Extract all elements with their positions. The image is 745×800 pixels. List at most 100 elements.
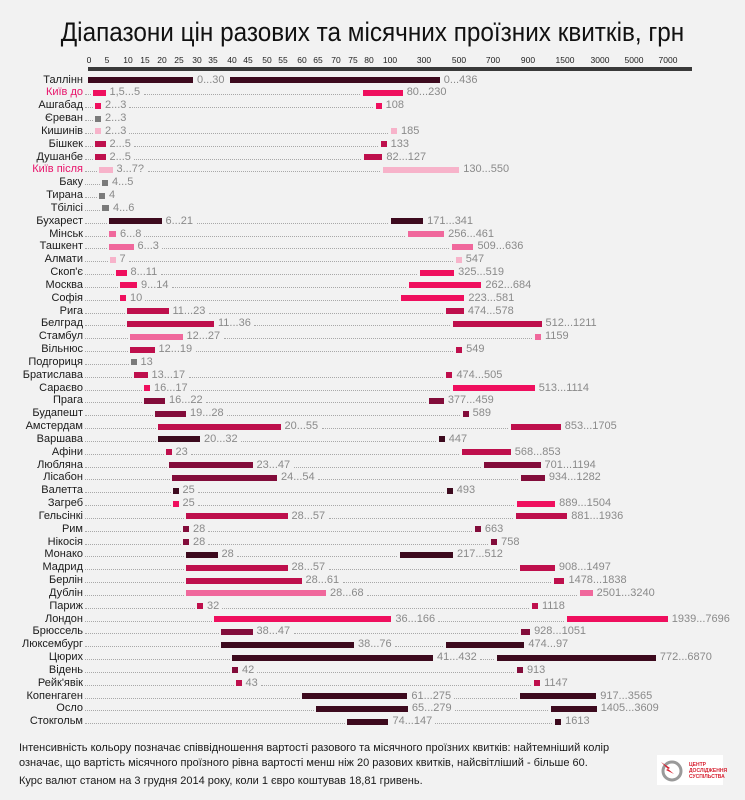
dotted-leader bbox=[198, 492, 444, 494]
monthly-pass-range-label: 493 bbox=[456, 484, 476, 497]
chart-row: Брюссель 38...47 928...1051 bbox=[0, 625, 745, 638]
x-tick-label: 70 bbox=[331, 55, 341, 65]
single-ticket-range-label: 28 bbox=[221, 548, 234, 561]
chart-row: Афіни 23 568...853 bbox=[0, 446, 745, 459]
dotted-leader bbox=[85, 594, 184, 596]
monthly-pass-range-label: 474...97 bbox=[528, 638, 569, 651]
single-ticket-bar bbox=[235, 680, 242, 687]
dotted-leader bbox=[85, 94, 92, 96]
city-name: Лісабон bbox=[43, 471, 83, 484]
city-name: Алмати bbox=[44, 253, 83, 266]
monthly-pass-range-label: 256...461 bbox=[448, 227, 495, 240]
monthly-pass-range-label: 1147 bbox=[544, 676, 568, 689]
monthly-pass-range-label: 513...1114 bbox=[538, 381, 590, 394]
dotted-leader bbox=[85, 120, 93, 121]
single-ticket-range-label: 28...57 bbox=[291, 561, 326, 574]
dotted-leader bbox=[85, 299, 118, 301]
city-name: Амстердам bbox=[25, 420, 83, 433]
x-tick-label: 5000 bbox=[624, 55, 644, 65]
chart-row: Бухарест 6...21 171...341 bbox=[0, 215, 745, 228]
monthly-pass-range-label: 917...3565 bbox=[600, 689, 653, 702]
single-ticket-range-label: 25 bbox=[182, 484, 195, 497]
monthly-pass-bar bbox=[553, 577, 565, 584]
dotted-leader bbox=[85, 684, 234, 686]
single-ticket-bar bbox=[95, 115, 101, 122]
monthly-pass-range-label: 223...581 bbox=[468, 291, 515, 304]
monthly-pass-range-label: 928...1051 bbox=[534, 625, 587, 638]
monthly-pass-bar bbox=[446, 641, 525, 648]
dotted-leader bbox=[318, 479, 519, 481]
dotted-leader bbox=[85, 376, 132, 378]
single-ticket-bar bbox=[95, 154, 106, 160]
single-ticket-bar bbox=[172, 487, 179, 494]
dotted-leader bbox=[208, 543, 489, 545]
single-ticket-bar bbox=[116, 269, 127, 276]
dotted-leader bbox=[134, 145, 378, 147]
chart-row: Дублін 28...68 2501...3240 bbox=[0, 587, 745, 600]
dotted-leader bbox=[294, 466, 482, 468]
monthly-pass-bar bbox=[579, 590, 593, 597]
chart-row: Київ після 3...7? 130...550 bbox=[0, 163, 745, 176]
x-tick-label: 20 bbox=[157, 55, 167, 65]
city-name: Бішкек bbox=[48, 137, 83, 150]
single-ticket-range-label: 28...57 bbox=[291, 509, 326, 522]
city-name: Прага bbox=[52, 394, 83, 407]
chart-row: Кишинів 2...3 185 bbox=[0, 125, 745, 138]
city-name: Баку bbox=[59, 176, 83, 189]
single-ticket-bar bbox=[221, 641, 354, 648]
city-name: Лондон bbox=[44, 612, 83, 625]
dotted-leader bbox=[85, 261, 108, 263]
single-ticket-bar bbox=[186, 551, 218, 558]
x-tick-label: 75 bbox=[348, 55, 358, 65]
single-ticket-range-label: 42 bbox=[242, 663, 255, 676]
dotted-leader bbox=[85, 145, 93, 147]
single-ticket-range-label: 4...5 bbox=[112, 176, 134, 189]
chart-row: Валетта 25 493 bbox=[0, 484, 745, 497]
dotted-leader bbox=[129, 261, 453, 263]
monthly-pass-range-label: 853...1705 bbox=[564, 420, 617, 433]
x-tick-label: 55 bbox=[278, 55, 288, 65]
dotted-leader bbox=[257, 671, 514, 673]
dotted-leader bbox=[85, 338, 128, 340]
monthly-pass-bar bbox=[519, 564, 555, 571]
city-name: Відень bbox=[48, 663, 83, 676]
monthly-pass-bar bbox=[383, 166, 460, 173]
single-ticket-bar bbox=[158, 436, 200, 443]
city-name: Подгориця bbox=[28, 355, 83, 368]
monthly-pass-range-label: 325...519 bbox=[458, 266, 504, 279]
chart-row: Варшава 20...32 447 bbox=[0, 433, 745, 446]
dotted-leader bbox=[191, 389, 451, 391]
monthly-pass-bar bbox=[364, 154, 383, 160]
single-ticket-bar bbox=[133, 372, 148, 379]
city-name: Київ до bbox=[45, 86, 83, 99]
city-name: Ташкент bbox=[39, 240, 83, 253]
dotted-leader bbox=[241, 440, 436, 442]
x-tick-label: 1500 bbox=[555, 55, 575, 65]
monthly-pass-range-label: 701...1194 bbox=[544, 458, 596, 471]
city-name: Копенгаген bbox=[26, 689, 83, 702]
clock-lightning-icon bbox=[661, 760, 683, 782]
chart-row: Відень 42 913 bbox=[0, 664, 745, 677]
chart-row: Вільнюс 12...19 549 bbox=[0, 343, 745, 356]
chart-row: Тбілісі 4...6 bbox=[0, 202, 745, 215]
dotted-leader bbox=[85, 158, 93, 160]
dotted-leader bbox=[197, 222, 389, 224]
dotted-leader bbox=[85, 569, 184, 571]
chart-row: Братислава 13...17 474...505 bbox=[0, 369, 745, 382]
monthly-pass-range-label: 758 bbox=[501, 535, 520, 548]
chart-row: Любляна 23...47 701...1194 bbox=[0, 459, 745, 472]
monthly-pass-bar bbox=[438, 436, 445, 443]
single-ticket-bar bbox=[183, 539, 189, 546]
dotted-leader bbox=[85, 222, 107, 224]
dotted-leader bbox=[480, 659, 494, 661]
chart-row: Єреван 2...3 bbox=[0, 112, 745, 125]
single-ticket-range-label: 6...21 bbox=[165, 214, 194, 227]
monthly-pass-range-label: 1405...3609 bbox=[600, 702, 659, 715]
city-name: Монако bbox=[44, 548, 83, 561]
single-ticket-bar bbox=[99, 192, 105, 199]
dotted-leader bbox=[85, 402, 142, 404]
city-name: Валетта bbox=[41, 484, 83, 497]
monthly-pass-bar bbox=[453, 385, 535, 392]
city-name: Сараєво bbox=[39, 381, 83, 394]
